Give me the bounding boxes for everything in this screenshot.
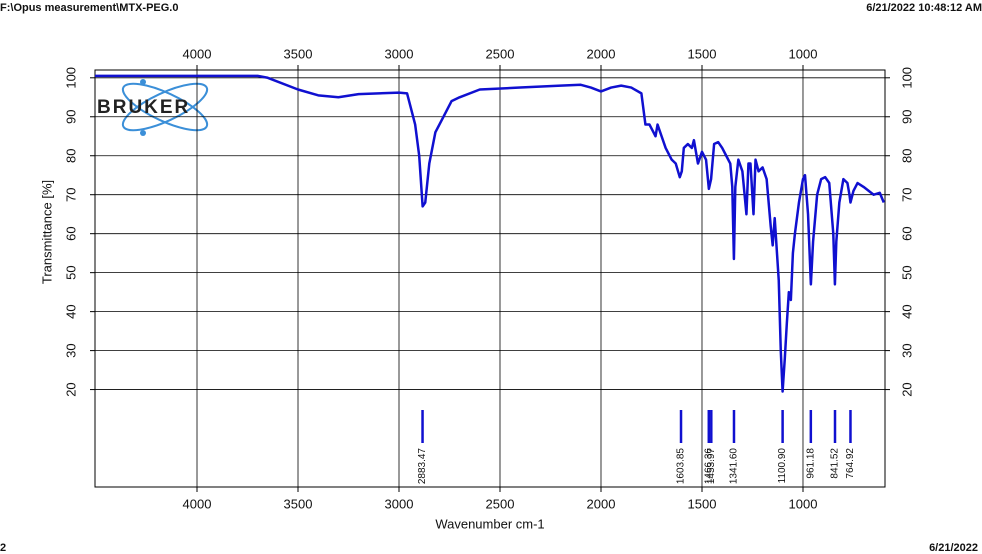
peak-label: 1341.60 [729, 448, 740, 485]
y-tick-label: 90 [63, 110, 78, 124]
y-tick-label: 20 [63, 382, 78, 396]
y-tick-label: 60 [899, 226, 914, 240]
peak-label: 764.92 [845, 448, 856, 479]
peak-label: 1466.36 [703, 448, 714, 485]
x-tick-label: 3500 [284, 496, 313, 511]
x-tick-label: 4000 [183, 46, 212, 61]
logo-dot [140, 130, 146, 136]
footer-date: 6/21/2022 [929, 542, 978, 554]
page-number: 2 [0, 542, 6, 554]
x-tick-label: 1000 [789, 496, 818, 511]
x-tick-label: 1500 [688, 496, 717, 511]
y-tick-label: 50 [63, 265, 78, 279]
logo-orbit [121, 82, 209, 132]
x-tick-label: 2000 [587, 496, 616, 511]
datetime: 6/21/2022 10:48:12 AM [866, 2, 982, 14]
plot-frame [94, 69, 886, 488]
peak-label: 2883.47 [417, 448, 428, 485]
x-tick-label: 2000 [587, 46, 616, 61]
peak-label: 1100.90 [777, 448, 788, 484]
y-tick-label: 40 [899, 304, 914, 318]
peak-label: 1453.97 [706, 448, 717, 485]
logo-text: BRUKER [97, 97, 190, 118]
y-tick-label: 50 [899, 265, 914, 279]
x-tick-label: 3000 [385, 496, 414, 511]
logo: BRUKER [97, 79, 209, 136]
y-tick-label: 40 [63, 304, 78, 318]
y-tick-label: 70 [899, 187, 914, 201]
x-tick-label: 4000 [183, 496, 212, 511]
y-tick-label: 100 [63, 67, 78, 89]
y-tick-label: 30 [63, 343, 78, 357]
logo-dot [140, 79, 146, 85]
x-axis-label: Wavenumber cm-1 [435, 516, 544, 531]
logo-orbit [121, 82, 209, 132]
x-tick-label: 3000 [385, 46, 414, 61]
x-tick-label: 1500 [688, 46, 717, 61]
peak-label: 1603.85 [676, 448, 687, 485]
y-tick-label: 80 [63, 149, 78, 163]
spectrum-line [95, 74, 885, 393]
x-tick-label: 2500 [486, 496, 515, 511]
y-tick-label: 90 [899, 110, 914, 124]
x-tick-label: 2500 [486, 46, 515, 61]
y-tick-label: 30 [899, 343, 914, 357]
x-tick-label: 3500 [284, 46, 313, 61]
y-tick-label: 100 [899, 67, 914, 89]
x-tick-label: 1000 [789, 46, 818, 61]
peak-label: 961.18 [805, 448, 816, 479]
y-tick-label: 20 [899, 382, 914, 396]
file-path: F:\Opus measurement\MTX-PEG.0 [0, 2, 178, 14]
y-tick-label: 80 [899, 149, 914, 163]
y-tick-label: 60 [63, 226, 78, 240]
y-tick-label: 70 [63, 187, 78, 201]
y-axis-label: Transmittance [%] [39, 180, 54, 284]
peak-label: 841.52 [830, 448, 841, 479]
